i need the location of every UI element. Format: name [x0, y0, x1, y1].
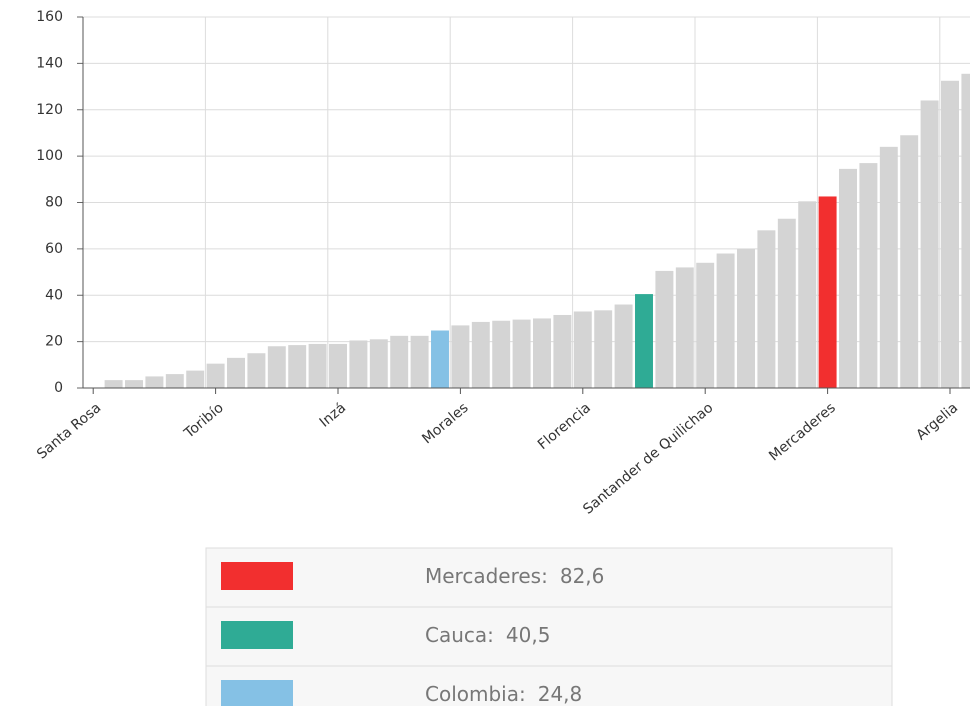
bar: [451, 325, 470, 388]
y-tick-label: 0: [54, 380, 63, 396]
bar: [879, 146, 898, 388]
y-tick-label: 40: [45, 287, 63, 303]
bar: [431, 330, 449, 388]
legend-text: Colombia: 24,8: [425, 682, 582, 706]
bar: [165, 374, 184, 388]
bar: [573, 311, 592, 388]
legend-text: Mercaderes: 82,6: [425, 564, 604, 588]
bar: [533, 318, 551, 388]
legend-row: [205, 606, 893, 667]
legend-value: 40,5: [506, 623, 551, 647]
bar: [553, 314, 572, 388]
legend-text: Cauca: 40,5: [425, 623, 550, 647]
x-tick-label: Morales: [419, 400, 471, 447]
legend-swatch: [221, 562, 293, 590]
bar: [288, 345, 307, 388]
bar: [675, 267, 694, 388]
bar: [594, 310, 613, 388]
legend-label: Colombia:: [425, 682, 526, 706]
y-tick-label: 20: [45, 334, 63, 350]
x-tick-label: Argelia: [913, 400, 961, 444]
x-tick-label: Florencia: [535, 400, 594, 453]
bar: [777, 218, 796, 388]
bar: [206, 363, 225, 388]
bar: [471, 321, 490, 388]
x-tick-label: Santa Rosa: [34, 400, 104, 463]
bar: [757, 230, 776, 388]
bar: [308, 343, 327, 388]
bar: [839, 168, 857, 388]
bar: [145, 376, 164, 388]
bar: [920, 100, 939, 388]
bar: [512, 319, 531, 388]
bar: [737, 248, 755, 388]
legend-value: 24,8: [538, 682, 583, 706]
bar: [900, 135, 919, 388]
bar: [635, 294, 653, 388]
y-tick-label: 80: [45, 195, 63, 211]
bar: [696, 262, 715, 388]
x-tick-label: Santander de Quilichao: [580, 400, 716, 518]
bar: [410, 335, 429, 388]
y-tick-label: 60: [45, 241, 63, 257]
legend-row: [205, 665, 893, 706]
bar: [186, 370, 205, 388]
bar: [227, 357, 245, 388]
bar: [267, 346, 286, 388]
bar: [818, 196, 837, 388]
bar: [859, 163, 878, 388]
legend-row: [205, 547, 893, 608]
bar: [716, 253, 735, 388]
legend-value: 82,6: [560, 564, 605, 588]
bar: [492, 320, 511, 388]
bar: [941, 80, 959, 388]
bar: [798, 201, 817, 388]
legend-label: Mercaderes:: [425, 564, 548, 588]
x-tick-label: Inzá: [317, 400, 349, 431]
y-tick-label: 100: [36, 148, 63, 164]
bar: [614, 304, 633, 388]
bar: [104, 380, 123, 388]
y-tick-label: 160: [36, 9, 63, 25]
bar: [655, 270, 674, 388]
legend-label: Cauca:: [425, 623, 494, 647]
bar: [329, 343, 347, 388]
x-tick-label: Toribío: [181, 400, 227, 442]
bar: [349, 340, 368, 388]
bar: [961, 73, 970, 388]
bar: [247, 353, 266, 388]
x-tick-label: Mercaderes: [766, 400, 839, 465]
y-tick-label: 120: [36, 102, 63, 118]
bar: [369, 339, 388, 388]
legend-swatch: [221, 680, 293, 706]
legend-swatch: [221, 621, 293, 649]
bar: [125, 380, 143, 388]
bar: [390, 335, 409, 388]
y-tick-label: 140: [36, 55, 63, 71]
